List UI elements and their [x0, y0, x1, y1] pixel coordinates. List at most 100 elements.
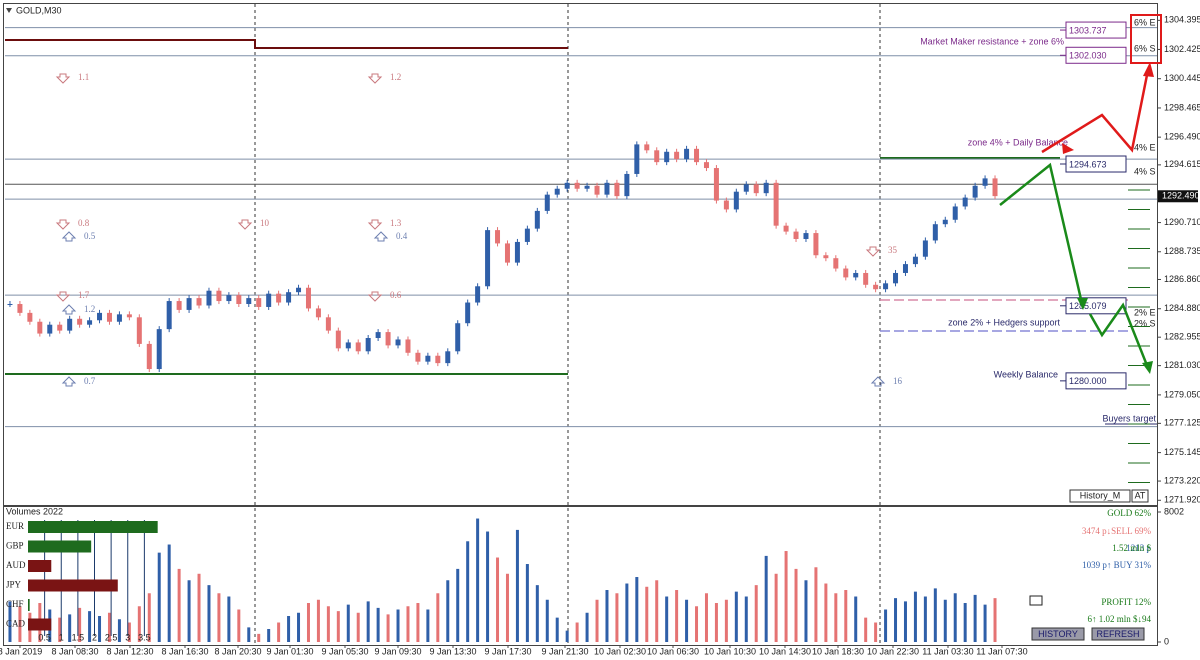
forecast-arrow — [1041, 69, 1150, 154]
volume-bar — [993, 598, 997, 642]
volume-bar — [406, 606, 410, 642]
y-tick-label: 1277.125 — [1164, 418, 1200, 428]
candle — [684, 148, 690, 160]
currency-tick-label: 2.5 — [105, 632, 118, 642]
tab[interactable] — [1131, 489, 1149, 503]
candle — [644, 144, 650, 151]
volume-bar — [167, 544, 171, 642]
arrow-head — [1142, 361, 1153, 374]
currency-label: CAD — [6, 619, 26, 629]
panel-profit-detail: 6↑ 1.02 mln $↓94 — [1087, 614, 1151, 624]
candle — [952, 206, 958, 220]
volume-bar — [456, 568, 460, 642]
chart-layer: GOLD,M30 1304.395 1302.425 1300.445 1298.465… — [0, 5, 1200, 656]
x-tick-label: 11 Jan 07:30 — [976, 646, 1027, 656]
candle — [7, 304, 13, 306]
panel-positions: 1213 p — [1126, 543, 1151, 553]
volume-bar — [277, 622, 281, 642]
current-price-tag — [1158, 190, 1198, 203]
volume-bar — [884, 609, 888, 642]
candle — [853, 272, 859, 278]
candle — [296, 287, 302, 293]
candle — [753, 184, 759, 194]
candle — [893, 272, 899, 284]
candle — [634, 144, 640, 174]
marker-label: 10 — [260, 218, 270, 228]
candle — [146, 343, 152, 370]
volume-bar — [326, 606, 330, 642]
volume-bar — [515, 529, 519, 642]
volume-bar — [913, 591, 917, 642]
candle — [365, 338, 371, 352]
marker-icon — [367, 219, 383, 230]
tab-label[interactable]: History_M — [1080, 490, 1121, 500]
volume-bar — [18, 606, 22, 642]
y-tick-label: 1279.050 — [1164, 389, 1200, 399]
candle — [385, 332, 391, 346]
volume-bar — [754, 585, 758, 642]
volume-bar — [117, 619, 121, 642]
volume-bar — [585, 612, 589, 642]
candle — [156, 329, 162, 370]
annotation: Market Maker resistance + zone 6% — [920, 36, 1064, 46]
volume-bar — [704, 593, 708, 642]
y-tick-label: 1273.220 — [1164, 475, 1200, 485]
panel-button-label[interactable]: REFRESH — [1096, 629, 1139, 639]
marker-label: 0.5 — [84, 231, 96, 241]
volume-bar — [376, 607, 380, 642]
candle — [803, 233, 809, 239]
tab-label[interactable]: AT — [1135, 490, 1146, 500]
volume-bar — [874, 622, 878, 642]
candle — [544, 194, 550, 211]
candle — [932, 224, 938, 241]
marker-icon — [61, 304, 77, 315]
volume-bar — [635, 577, 639, 642]
candle — [962, 197, 968, 207]
highlight-box — [1130, 14, 1162, 64]
candle — [395, 339, 401, 346]
volume-bar — [794, 568, 798, 642]
volume-bar — [177, 568, 181, 642]
candle — [485, 230, 491, 287]
marker-label: 1.3 — [390, 218, 402, 228]
candle — [166, 301, 172, 330]
level-box — [1065, 46, 1127, 64]
volume-bar — [68, 614, 72, 642]
volume-bar — [217, 593, 221, 642]
currency-bar — [28, 560, 52, 572]
volume-bar — [685, 599, 689, 642]
panel-button-label[interactable]: HISTORY — [1038, 629, 1078, 639]
volume-bar — [78, 607, 82, 642]
volume-title: Volumes 2022 — [6, 506, 63, 516]
currency-bar — [28, 599, 30, 611]
volume-bar — [555, 617, 559, 642]
volume-bar — [545, 599, 549, 642]
volume-bar — [247, 627, 251, 642]
currency-bar — [28, 540, 92, 553]
volume-bar — [197, 573, 201, 642]
volume-bar — [297, 612, 301, 642]
y-tick-label: 1294.615 — [1164, 159, 1200, 169]
candle — [315, 308, 321, 318]
candle — [564, 182, 570, 189]
panel-sell: 3474 p↓SELL 69% — [1082, 526, 1152, 536]
candle — [743, 184, 749, 192]
candle — [922, 240, 928, 257]
candle — [375, 332, 381, 338]
volume-bar — [953, 593, 957, 642]
tab[interactable] — [1069, 489, 1131, 503]
marker-label: 1.1 — [78, 72, 89, 82]
volume-bar — [695, 606, 699, 642]
candle — [674, 151, 680, 160]
volume-bar — [565, 630, 569, 642]
volume-bar — [963, 603, 967, 642]
panel-button[interactable] — [1091, 627, 1145, 641]
panel-button[interactable] — [1031, 627, 1085, 641]
candle — [614, 182, 620, 197]
candle — [554, 188, 560, 195]
candle — [574, 182, 580, 189]
x-tick-label: 10 Jan 14:30 — [759, 646, 811, 656]
currency-label: CHF — [6, 599, 24, 609]
candle — [335, 330, 341, 349]
candle — [783, 225, 789, 232]
